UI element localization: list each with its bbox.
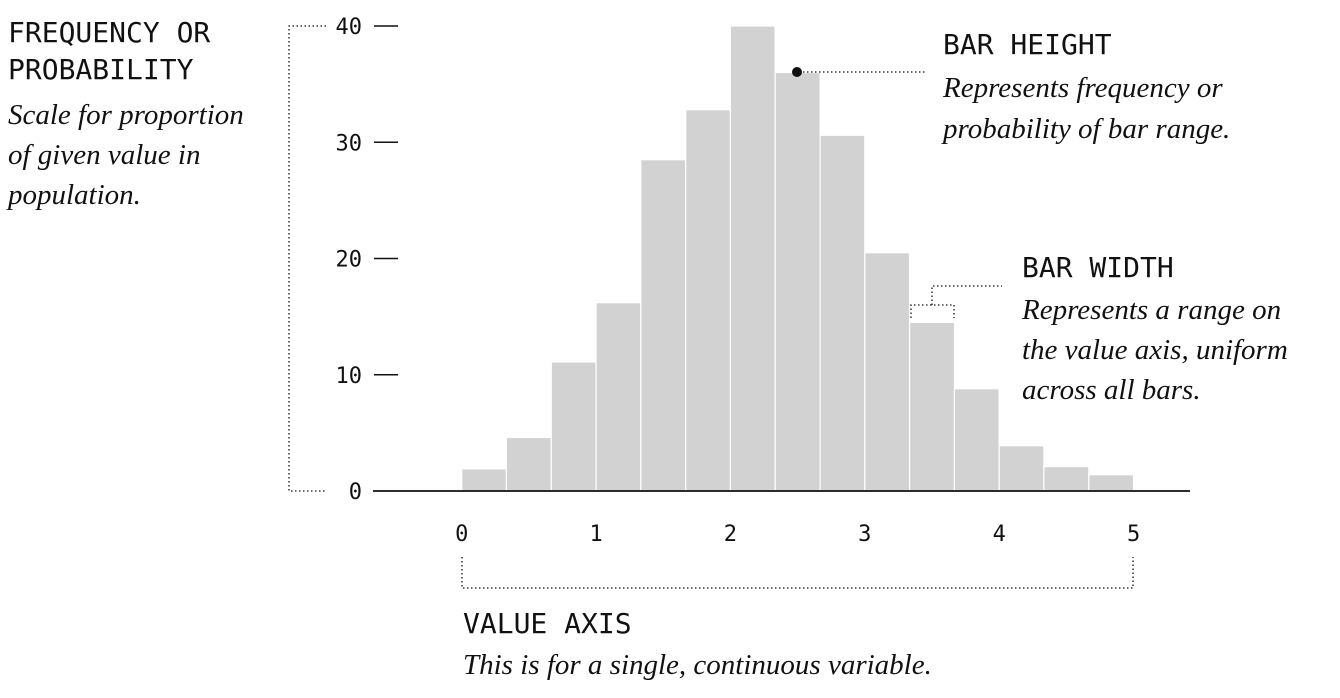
frequency-desc-line-3: population. <box>6 179 141 211</box>
bar-width-desc-line-3: across all bars. <box>1022 374 1201 406</box>
histogram-bar-3 <box>550 361 597 492</box>
histogram-bar-14 <box>1043 466 1090 492</box>
histogram-bar-8 <box>774 71 821 492</box>
histogram-bar-4 <box>595 302 642 492</box>
frequency-title-line-2: PROBABILITY <box>8 53 194 86</box>
frequency-desc-line-1: Scale for proportion <box>8 99 244 131</box>
histogram-bar-10 <box>864 252 911 492</box>
y-axis-ticks: 0 10 20 30 40 <box>336 15 398 505</box>
value-axis-title: VALUE AXIS <box>463 607 632 640</box>
bar-height-desc-line-1: Represents frequency or <box>942 72 1223 104</box>
y-tick-label-40: 40 <box>336 15 363 40</box>
x-tick-label-2: 2 <box>724 522 737 547</box>
y-tick-label-20: 20 <box>336 248 363 273</box>
histogram-bar-9 <box>819 134 866 492</box>
bar-width-desc-line-1: Represents a range on <box>1021 294 1281 326</box>
bar-height-title: BAR HEIGHT <box>943 28 1112 61</box>
frequency-bracket <box>288 25 326 492</box>
x-tick-label-0: 0 <box>455 522 468 547</box>
bar-width-title: BAR WIDTH <box>1022 251 1174 284</box>
x-tick-label-3: 3 <box>858 522 871 547</box>
bar-width-desc-line-2: the value axis, uniform <box>1022 334 1288 366</box>
histogram-bar-1 <box>461 468 508 492</box>
histogram-bar-11 <box>908 321 956 492</box>
frequency-annotation: FREQUENCY OR PROBABILITY Scale for propo… <box>6 16 244 211</box>
histogram-bar-13 <box>998 445 1045 492</box>
y-tick-label-10: 10 <box>336 364 363 389</box>
bar-height-marker-dot <box>792 67 802 77</box>
y-tick-label-0: 0 <box>349 480 362 505</box>
value-axis-bracket <box>461 557 1134 589</box>
bar-height-desc-line-2: probability of bar range. <box>941 113 1230 145</box>
value-axis-annotation: VALUE AXIS This is for a single, continu… <box>463 607 932 681</box>
bar-width-annotation: BAR WIDTH Represents a range on the valu… <box>1021 251 1288 406</box>
frequency-title-line-1: FREQUENCY OR <box>8 16 210 49</box>
histogram-bar-15 <box>1088 474 1135 492</box>
bar-height-annotation: BAR HEIGHT Represents frequency or proba… <box>941 28 1230 145</box>
bar-width-bracket <box>910 285 1002 318</box>
histogram-bar-5 <box>640 159 687 492</box>
frequency-desc-line-2: of given value in <box>8 139 200 171</box>
histogram-bar-2 <box>505 436 552 492</box>
x-tick-label-4: 4 <box>993 522 1006 547</box>
histogram-bar-7 <box>729 25 776 492</box>
histogram-bar-12 <box>953 388 1000 492</box>
y-tick-label-30: 30 <box>336 131 363 156</box>
histogram-bar-6 <box>685 109 732 492</box>
bars-group <box>461 25 1135 492</box>
x-tick-label-5: 5 <box>1127 522 1140 547</box>
x-tick-label-1: 1 <box>589 522 602 547</box>
value-axis-desc: This is for a single, continuous variabl… <box>463 649 932 681</box>
x-axis-ticks: 0 1 2 3 4 5 <box>455 522 1140 547</box>
